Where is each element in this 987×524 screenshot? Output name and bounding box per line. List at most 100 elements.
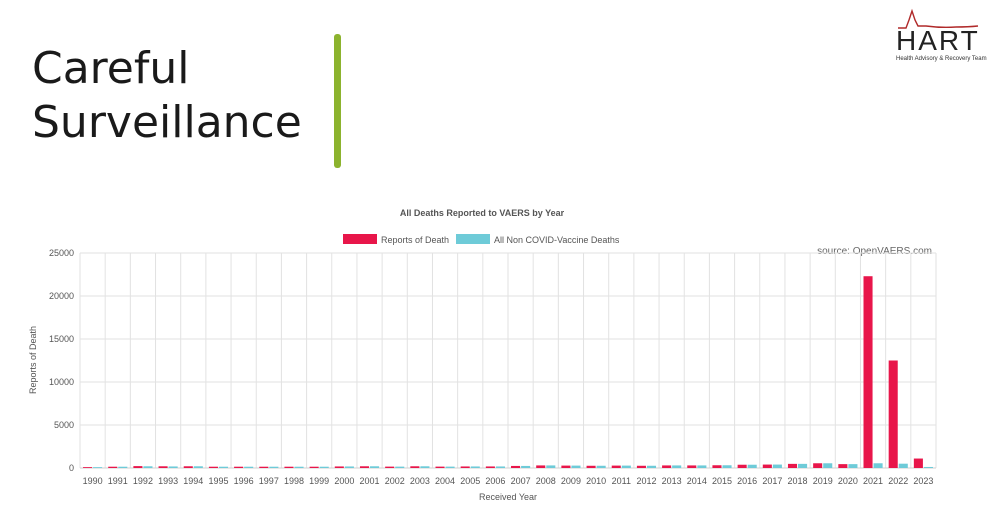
bar-reports-of-death	[133, 466, 143, 468]
x-tick-label: 2002	[385, 476, 405, 486]
y-axis-label: Reports of Death	[28, 326, 38, 394]
bar-reports-of-death	[586, 465, 596, 468]
bar-reports-of-death	[309, 466, 319, 468]
x-tick-label: 2021	[863, 476, 883, 486]
bar-reports-of-death	[284, 466, 294, 468]
bar-reports-of-death	[636, 465, 646, 468]
bar-reports-of-death	[913, 458, 923, 468]
x-tick-label: 1992	[133, 476, 153, 486]
bar-non-covid-deaths	[898, 463, 908, 468]
bar-reports-of-death	[888, 360, 898, 468]
bar-non-covid-deaths	[923, 466, 933, 468]
vertical-grid	[79, 253, 937, 468]
bar-non-covid-deaths	[571, 465, 581, 468]
slide-title-line1: Careful	[32, 43, 190, 94]
x-tick-label: 2013	[662, 476, 682, 486]
legend-label-reports-of-death: Reports of Death	[381, 235, 449, 245]
legend-swatch-non-covid-deaths	[456, 234, 490, 244]
y-tick-label: 10000	[49, 377, 74, 387]
bar-reports-of-death	[787, 463, 798, 468]
bar-non-covid-deaths	[747, 464, 757, 468]
bar-reports-of-death	[838, 464, 848, 468]
x-tick-label: 1990	[83, 476, 103, 486]
bars	[83, 276, 933, 468]
bar-reports-of-death	[183, 466, 193, 468]
bar-reports-of-death	[536, 465, 546, 468]
slide-title-line2: Surveillance	[32, 97, 302, 148]
bar-reports-of-death	[234, 466, 244, 468]
bar-non-covid-deaths	[546, 465, 556, 468]
bar-reports-of-death	[83, 467, 93, 468]
x-tick-label: 2010	[586, 476, 606, 486]
bar-non-covid-deaths	[244, 466, 254, 468]
x-tick-label: 2006	[485, 476, 505, 486]
y-axis-ticks: 0 5000 10000 15000 20000 25000	[49, 248, 74, 473]
bar-reports-of-death	[385, 466, 395, 468]
bar-reports-of-death	[208, 466, 218, 468]
bar-reports-of-death	[259, 466, 269, 468]
bar-reports-of-death	[410, 466, 420, 468]
bar-non-covid-deaths	[143, 466, 153, 468]
x-tick-label: 2014	[687, 476, 707, 486]
bar-non-covid-deaths	[596, 465, 606, 468]
bar-non-covid-deaths	[370, 466, 380, 468]
x-tick-label: 1998	[284, 476, 304, 486]
bar-non-covid-deaths	[848, 464, 858, 468]
x-axis-label: Received Year	[479, 492, 537, 502]
bar-non-covid-deaths	[269, 466, 279, 468]
bar-reports-of-death	[108, 466, 118, 468]
bar-non-covid-deaths	[93, 467, 103, 468]
bar-reports-of-death	[561, 465, 571, 468]
bar-reports-of-death	[813, 463, 823, 468]
bar-non-covid-deaths	[395, 466, 405, 468]
y-tick-label: 0	[69, 463, 74, 473]
x-tick-label: 1996	[234, 476, 254, 486]
bar-reports-of-death	[737, 464, 747, 468]
y-tick-label: 15000	[49, 334, 74, 344]
bar-non-covid-deaths	[118, 466, 128, 468]
accent-bar	[334, 34, 341, 168]
x-tick-label: 2020	[838, 476, 858, 486]
bar-reports-of-death	[435, 466, 445, 468]
legend-swatch-reports-of-death	[343, 234, 377, 244]
bar-non-covid-deaths	[319, 466, 329, 468]
bar-reports-of-death	[863, 276, 873, 468]
x-tick-label: 1995	[208, 476, 228, 486]
bar-reports-of-death	[485, 466, 495, 468]
x-tick-label: 2007	[511, 476, 531, 486]
x-tick-label: 1999	[309, 476, 329, 486]
hart-logo-wave-icon	[898, 8, 979, 29]
bar-reports-of-death	[687, 465, 697, 468]
x-tick-label: 2015	[712, 476, 732, 486]
bar-reports-of-death	[762, 464, 772, 468]
x-tick-label: 1991	[108, 476, 128, 486]
bar-non-covid-deaths	[420, 466, 430, 468]
y-tick-label: 5000	[54, 420, 74, 430]
logo-name: HART	[896, 25, 980, 56]
bar-non-covid-deaths	[873, 463, 883, 468]
bar-non-covid-deaths	[521, 465, 531, 468]
x-tick-label: 1993	[158, 476, 178, 486]
bar-non-covid-deaths	[672, 465, 682, 468]
x-tick-label: 2009	[561, 476, 581, 486]
x-tick-label: 2018	[788, 476, 808, 486]
bar-reports-of-death	[359, 466, 370, 468]
bar-non-covid-deaths	[798, 463, 808, 468]
slide-title: Careful Surveillance	[32, 42, 302, 150]
bar-reports-of-death	[334, 466, 344, 468]
x-tick-label: 1994	[183, 476, 203, 486]
x-tick-label: 2019	[813, 476, 833, 486]
bar-non-covid-deaths	[772, 464, 782, 468]
x-tick-label: 2008	[536, 476, 556, 486]
bar-reports-of-death	[712, 465, 722, 468]
bar-non-covid-deaths	[344, 466, 354, 468]
bar-non-covid-deaths	[294, 466, 304, 468]
bar-non-covid-deaths	[168, 466, 178, 468]
x-tick-label: 2004	[435, 476, 455, 486]
bar-non-covid-deaths	[495, 466, 505, 468]
x-tick-label: 2022	[888, 476, 908, 486]
x-tick-label: 2012	[636, 476, 656, 486]
logo-subtitle: Health Advisory & Recovery Team	[896, 56, 987, 62]
x-tick-label: 2011	[612, 476, 631, 486]
